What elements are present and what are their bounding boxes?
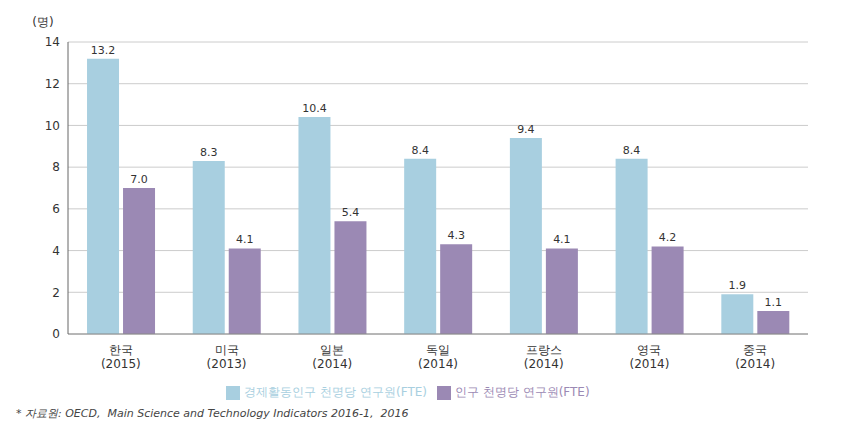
svg-text:10.4: 10.4	[302, 102, 327, 115]
svg-text:10: 10	[45, 119, 60, 133]
svg-text:5.4: 5.4	[342, 206, 360, 219]
svg-text:프랑스(2014): 프랑스(2014)	[524, 343, 564, 371]
html-text:경제활동인구 천명당 연구원(FTE): 경제활동인구 천명당 연구원(FTE)	[244, 385, 427, 399]
svg-text:미국(2013): 미국(2013)	[207, 343, 247, 371]
svg-text:8.4: 8.4	[411, 144, 429, 157]
html-text:인구 천명당 연구원(FTE): 인구 천명당 연구원(FTE)	[455, 385, 590, 399]
svg-text:1.1: 1.1	[765, 296, 783, 309]
svg-text:1.9: 1.9	[729, 279, 747, 292]
svg-text:중국(2014): 중국(2014)	[735, 343, 775, 371]
svg-text:한국(2015): 한국(2015)	[101, 343, 141, 371]
svg-text:일본(2014): 일본(2014)	[312, 343, 352, 371]
svg-text:6: 6	[52, 202, 60, 216]
svg-text:9.4: 9.4	[517, 123, 535, 136]
svg-text:12: 12	[45, 77, 60, 91]
svg-text:8.3: 8.3	[200, 146, 218, 159]
svg-text:독일(2014): 독일(2014)	[418, 343, 458, 371]
svg-text:4: 4	[52, 244, 60, 258]
html-text:* 자료원: OECD, Main Science and: * 자료원: OECD, Main Science and Technology…	[16, 407, 409, 420]
svg-text:14: 14	[45, 35, 60, 49]
svg-text:13.2: 13.2	[91, 44, 116, 57]
svg-text:0: 0	[52, 327, 60, 341]
svg-text:8.4: 8.4	[623, 144, 641, 157]
svg-text:영국(2014): 영국(2014)	[629, 343, 669, 371]
svg-text:8: 8	[52, 160, 60, 174]
svg-text:4.1: 4.1	[236, 233, 254, 246]
svg-text:4.2: 4.2	[659, 231, 677, 244]
svg-text:4.1: 4.1	[553, 233, 571, 246]
svg-text:4.3: 4.3	[447, 229, 465, 242]
svg-text:(명): (명)	[32, 15, 53, 29]
svg-text:2: 2	[52, 286, 60, 300]
svg-text:7.0: 7.0	[130, 173, 148, 186]
